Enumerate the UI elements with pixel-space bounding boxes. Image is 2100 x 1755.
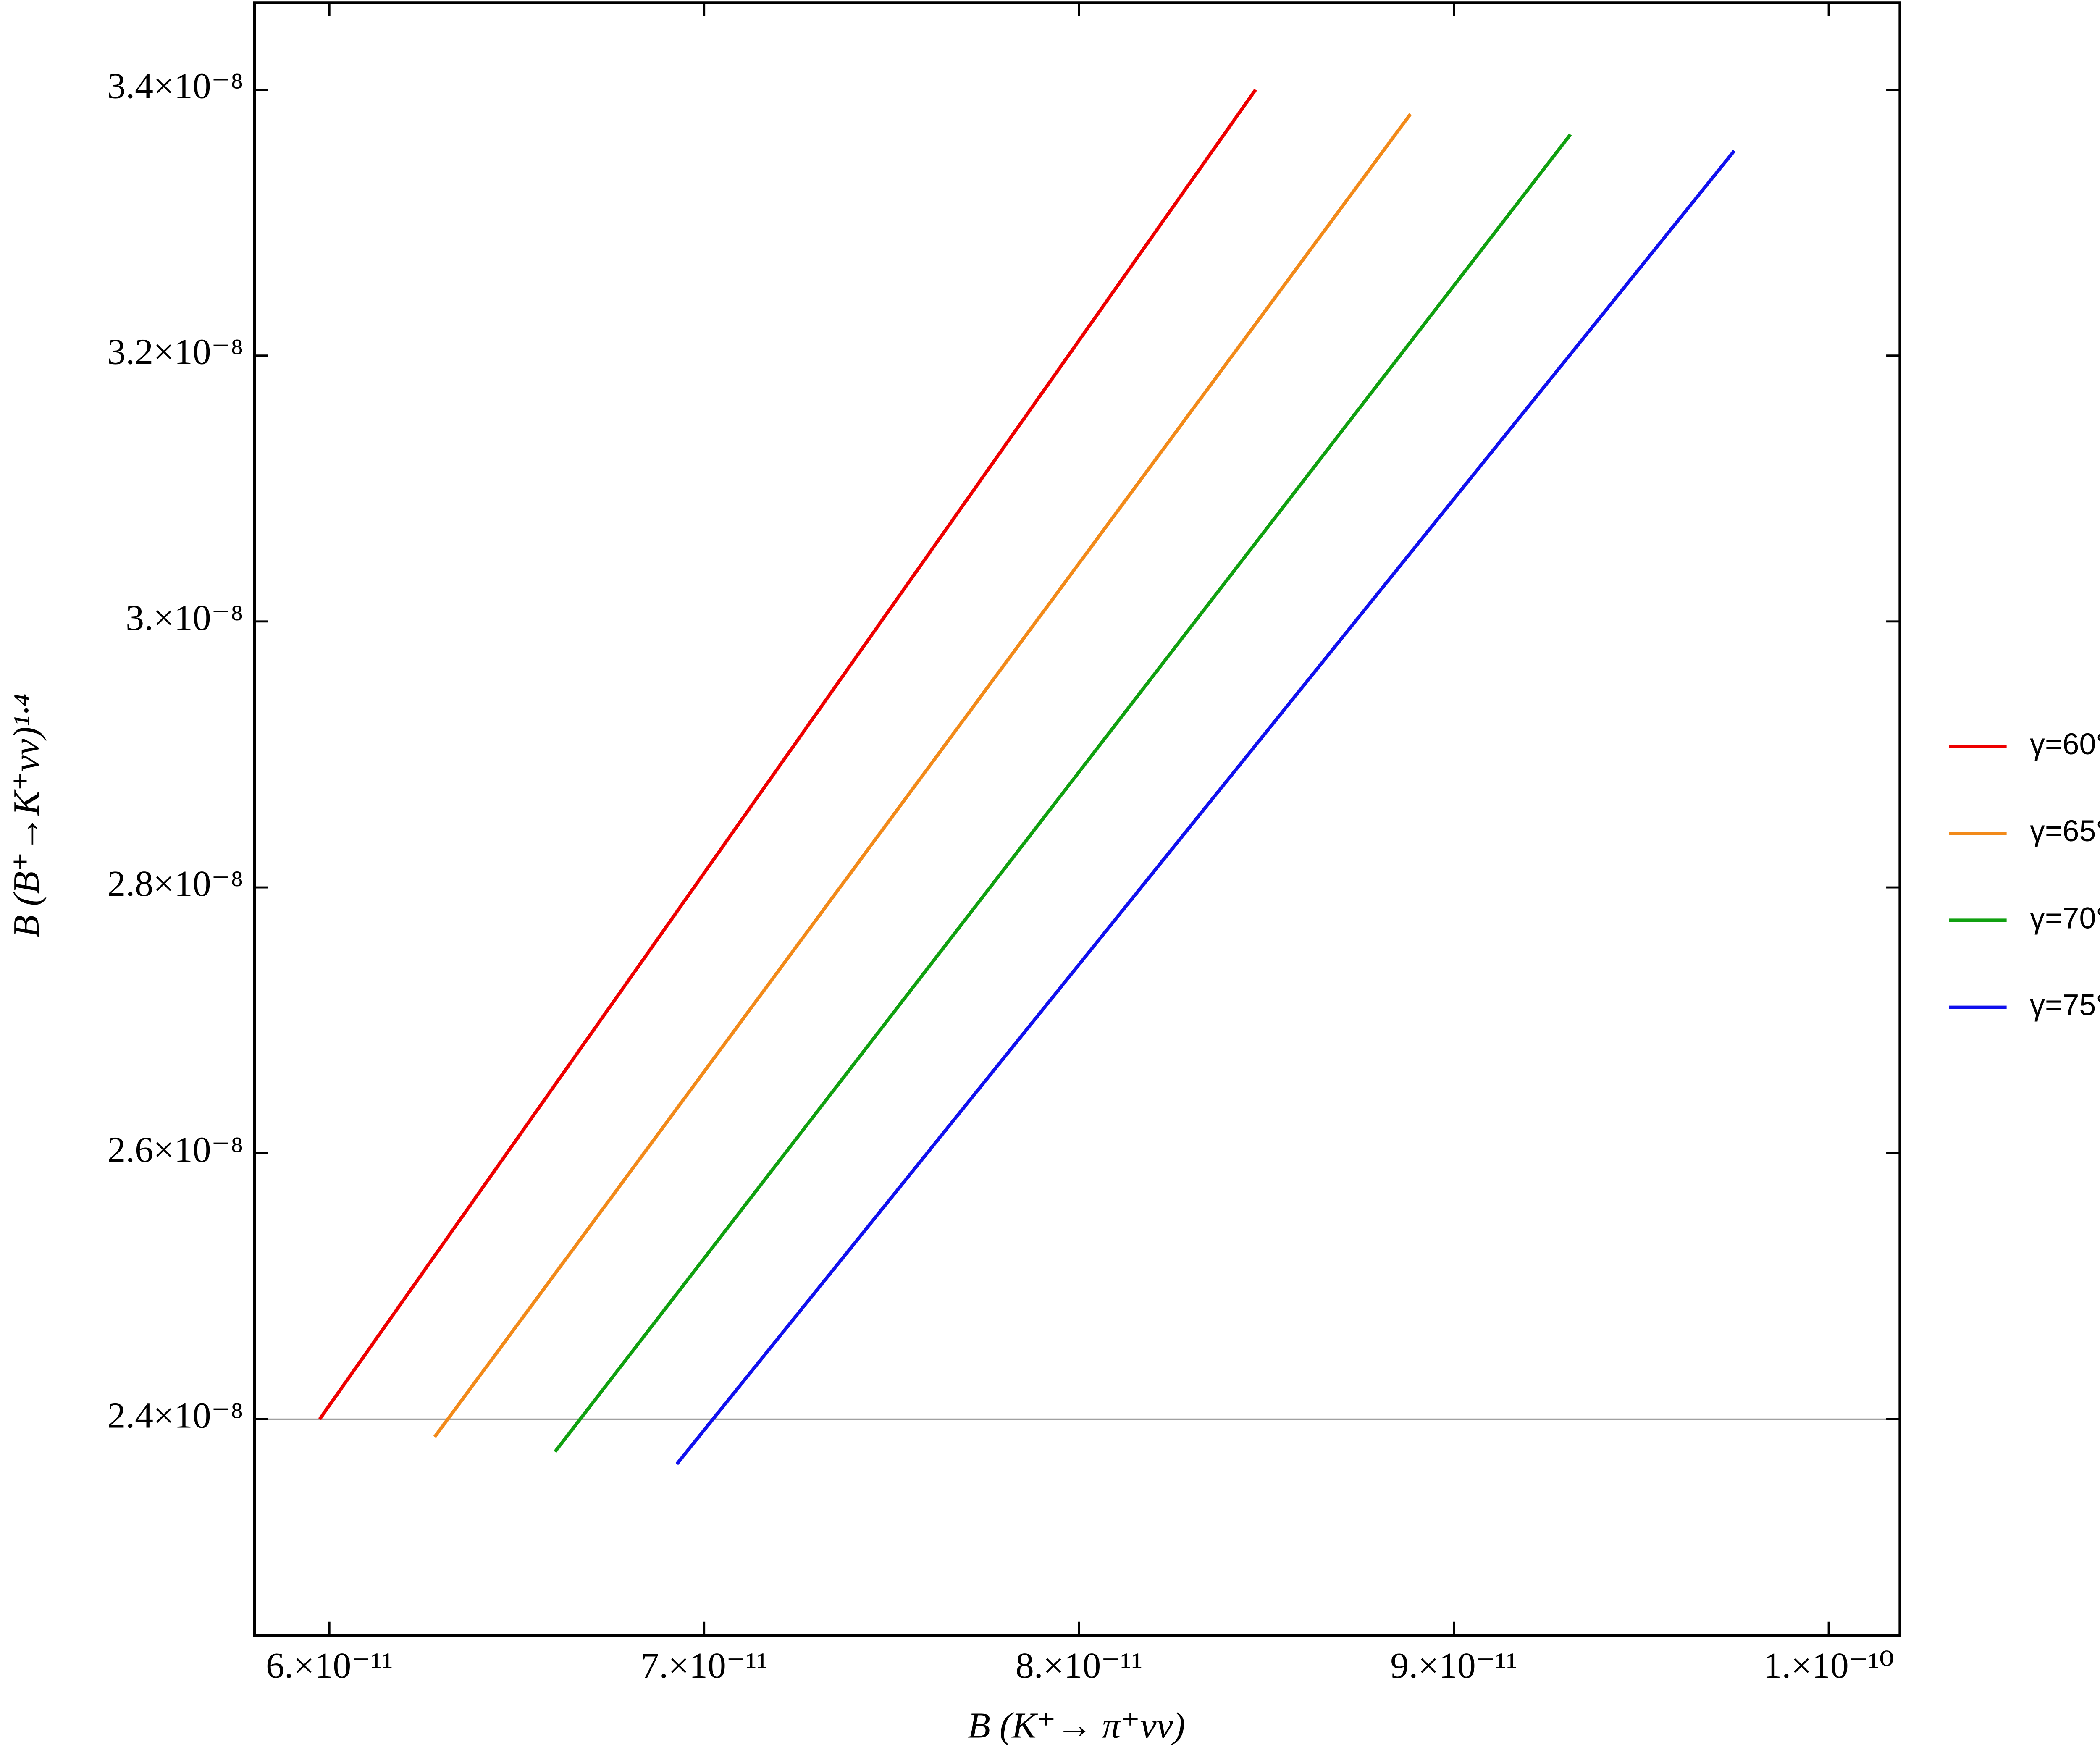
x-tick-label: 9.×10⁻¹¹ [1390, 1645, 1517, 1686]
y-axis-title: B (B⁺→K⁺νν)¹·⁴ [6, 694, 47, 938]
plot-frame [253, 1, 1901, 1637]
y-tick-label: 2.4×10⁻⁸ [107, 1395, 243, 1436]
x-tick-label: 1.×10⁻¹⁰ [1763, 1645, 1894, 1686]
series-line [554, 133, 1572, 1453]
x-axis-title: B (K⁺→ π⁺νν) [968, 1705, 1185, 1746]
y-tick-label: 3.×10⁻⁸ [126, 597, 244, 638]
x-tick-label: 7.×10⁻¹¹ [640, 1645, 768, 1686]
x-tick-label: 8.×10⁻¹¹ [1016, 1645, 1143, 1686]
y-tick-label: 2.6×10⁻⁸ [107, 1129, 243, 1170]
y-tick-label: 3.2×10⁻⁸ [107, 331, 243, 372]
y-tick-label: 3.4×10⁻⁸ [107, 66, 243, 106]
x-tick-label: 6.×10⁻¹¹ [266, 1645, 393, 1686]
series-line [318, 89, 1257, 1420]
series-line [433, 113, 1412, 1438]
legend-label: γ=60° [2030, 727, 2100, 761]
legend-label: γ=75° [2030, 989, 2100, 1022]
legend-label: γ=70° [2030, 901, 2100, 935]
y-tick-label: 2.8×10⁻⁸ [107, 863, 243, 904]
legend-label: γ=65° [2030, 814, 2100, 848]
series-line [675, 150, 1736, 1465]
